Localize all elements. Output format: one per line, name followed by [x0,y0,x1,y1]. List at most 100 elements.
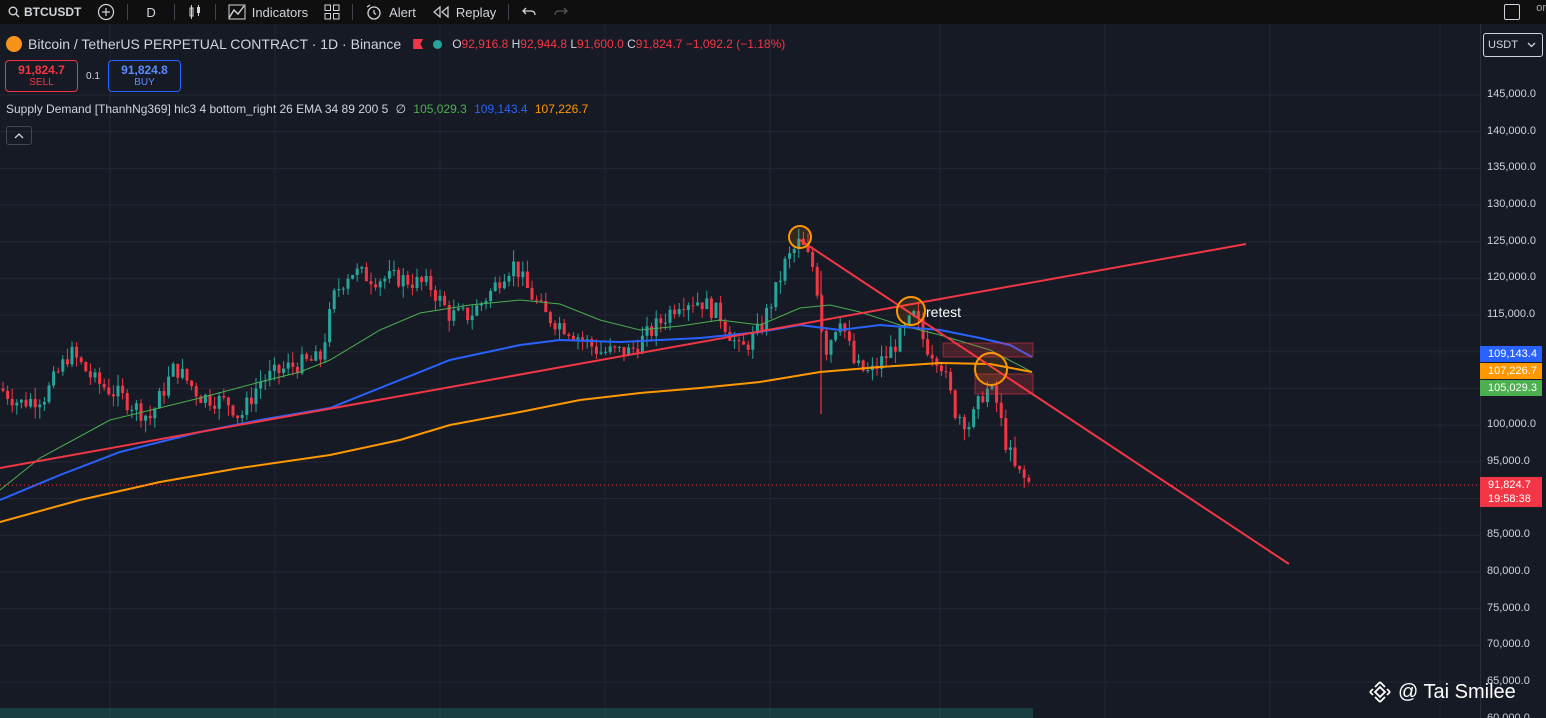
candle [429,276,433,291]
candle [576,337,580,340]
alert-button[interactable]: Alert [357,0,424,24]
candle [102,383,106,388]
candle [84,362,88,372]
highlight-circle [788,225,812,249]
candle [355,268,359,276]
candle [10,398,14,406]
candle [157,390,161,409]
candle [852,340,856,364]
candle [180,368,184,378]
candle [208,394,212,406]
candle [967,426,971,430]
interval-button[interactable]: D [132,0,169,24]
candle [705,298,709,310]
candle [691,305,695,307]
candle [493,282,497,291]
corner-text: or [1536,2,1546,14]
candle [397,269,401,287]
candle [673,309,677,315]
price-tick-label: 125,000.0 [1487,234,1536,247]
candle [190,380,194,387]
watermark-text: @ Tai Smilee [1398,680,1516,703]
currency-label: USDT [1488,39,1518,51]
candle [130,409,134,411]
candle [824,330,828,355]
candle [838,323,842,333]
price-tick-label: 115,000.0 [1487,308,1536,321]
candle [985,388,989,403]
sell-label: SELL [29,77,54,88]
indicator-label: Supply Demand [ThanhNg369] hlc3 4 bottom… [6,102,389,116]
candle [935,358,939,366]
sell-button[interactable]: 91,824.7 SELL [5,60,78,92]
symbol-search[interactable]: BTCUSDT [0,0,89,24]
candle [981,396,985,403]
collapse-indicators-button[interactable] [6,126,32,145]
candle [640,335,644,354]
price-tick-label: 100,000.0 [1487,418,1536,431]
candle [535,299,539,301]
candle [525,271,529,288]
fullscreen-checkbox[interactable] [1504,4,1520,20]
candle [341,288,345,290]
candle [880,356,884,369]
indicators-button[interactable]: Indicators [220,0,316,24]
redo-button[interactable] [545,0,577,24]
candle [286,362,290,369]
indicators-icon [228,4,246,20]
candle [300,354,304,374]
candle [116,385,120,397]
currency-select[interactable]: USDT [1483,33,1543,57]
legend-title[interactable]: Bitcoin / TetherUS PERPETUAL CONTRACT · … [28,36,402,52]
candle [834,332,838,341]
candle [539,300,543,302]
candle [562,323,566,335]
candle [360,266,364,269]
ema200-line [0,361,1033,523]
chart-pane[interactable]: retest [0,24,1480,718]
candle [121,385,125,394]
candle [88,371,92,378]
candle [176,363,180,378]
ema34-badge: 105,029.3 [1480,380,1542,396]
candle [659,318,663,324]
candle [631,347,635,349]
candle [737,340,741,342]
candle [93,372,97,378]
candle [323,342,327,360]
candle [410,284,414,288]
flag-icon[interactable] [413,39,424,49]
candle [516,261,520,278]
candle [332,290,336,310]
candle [544,300,548,313]
spread-value: 0.1 [86,70,100,82]
symbol-legend: Bitcoin / TetherUS PERPETUAL CONTRACT · … [6,36,785,52]
undo-button[interactable] [513,0,545,24]
indicator-legend[interactable]: Supply Demand [ThanhNg369] hlc3 4 bottom… [6,102,588,116]
candle [502,281,506,289]
compare-button[interactable] [89,0,123,24]
undo-icon [521,5,537,19]
candle [167,376,171,396]
candle [162,390,166,396]
candle [199,396,203,403]
divider [127,4,129,20]
layout-button[interactable] [316,0,348,24]
candle [406,274,410,285]
candle [1018,465,1022,470]
candles-icon [187,4,203,20]
divider [173,4,175,20]
candle [6,390,10,399]
candle [438,295,442,301]
candle [456,308,460,311]
candle [788,253,792,259]
candle [194,386,198,397]
rewind-icon [432,5,450,19]
replay-button[interactable]: Replay [424,0,504,24]
chart-type-button[interactable] [179,0,211,24]
buy-button[interactable]: 91,824.8 BUY [108,60,181,92]
candle [889,346,893,358]
candle [424,276,428,283]
price-chart[interactable]: retest [0,24,1480,718]
candle [530,287,534,300]
